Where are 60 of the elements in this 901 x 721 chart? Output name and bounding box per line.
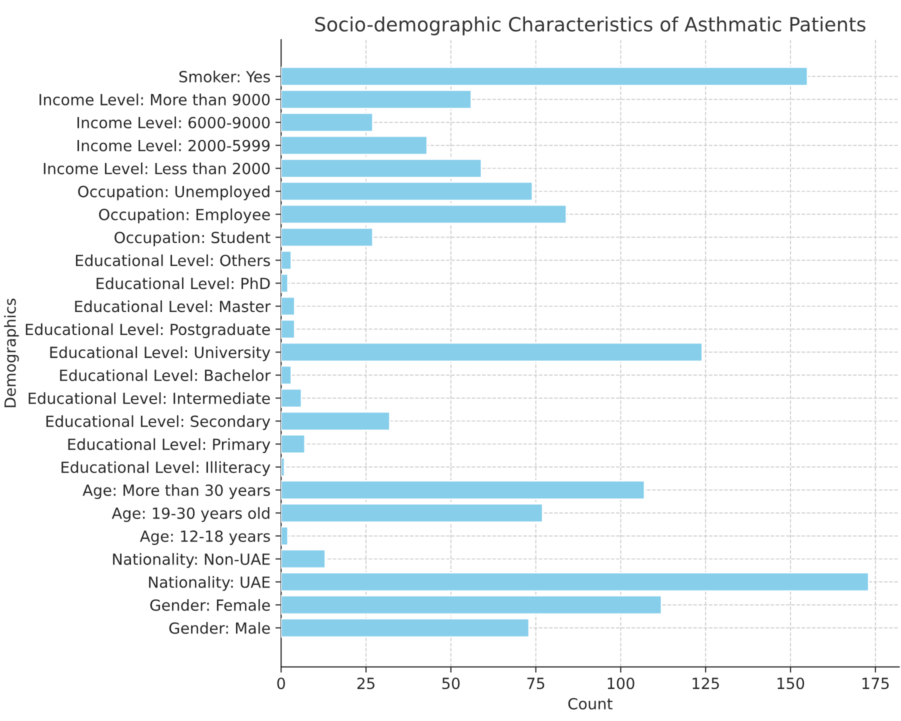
bar: [281, 296, 296, 316]
y-tick-label: Educational Level: Bachelor: [60, 369, 271, 382]
y-tick-label: Occupation: Unemployed: [78, 186, 270, 200]
y-tick-label: Smoker: Yes: [179, 70, 270, 82]
x-tick-label: 0: [277, 678, 285, 690]
bar: [281, 503, 544, 523]
x-tick-label: 150: [778, 678, 804, 690]
y-tick-label: Age: 19-30 years old: [112, 507, 270, 522]
bar: [281, 595, 662, 615]
bar: [281, 342, 703, 362]
y-tick-label: Educational Level: University: [50, 346, 270, 362]
y-tick-label: Occupation: Student: [114, 231, 270, 246]
x-axis-title: Count: [568, 698, 612, 710]
y-tick-label: Income Level: 6000-9000: [78, 116, 270, 128]
x-tick-label: 100: [608, 678, 634, 690]
y-tick-label: Educational Level: Postgraduate: [26, 323, 270, 338]
bar: [281, 480, 646, 500]
bar: [281, 388, 302, 408]
bar: [281, 66, 808, 86]
bar: [281, 319, 296, 340]
bar: [281, 526, 289, 546]
y-tick-label: Educational Level: Primary: [68, 438, 270, 454]
bar: [281, 411, 390, 431]
bar: [281, 158, 482, 178]
bar: [281, 135, 428, 156]
y-tick-label: Educational Level: Illiteracy: [62, 461, 270, 476]
y-axis-title: Demographics: [4, 298, 19, 408]
y-tick-label: Gender: Female: [150, 599, 270, 611]
y-tick-label: Age: More than 30 years: [82, 484, 270, 499]
y-tick-label: Nationality: UAE: [149, 576, 270, 591]
bar: [281, 250, 292, 270]
bar: [281, 204, 568, 224]
y-tick-label: Income Level: Less than 2000: [44, 162, 270, 174]
x-tick-label: 75: [527, 678, 544, 690]
y-tick-label: Educational Level: Others: [76, 254, 270, 266]
y-tick-label: Gender: Male: [169, 622, 270, 634]
x-tick-label: 25: [357, 678, 374, 690]
x-tick-label: 175: [862, 678, 889, 690]
y-tick-label: Educational Level: Master: [75, 300, 271, 312]
x-tick-label: 50: [442, 678, 460, 690]
x-tick-label: 125: [692, 678, 719, 690]
bar: [281, 365, 292, 386]
bar: [281, 227, 374, 248]
y-tick-label: Nationality: Non-UAE: [113, 553, 270, 568]
bar: [281, 181, 534, 202]
y-tick-label: Educational Level: PhD: [96, 277, 270, 290]
y-tick-label: Age: 12-18 years: [140, 530, 270, 545]
bar: [281, 549, 326, 569]
y-tick-label: Educational Level: Secondary: [46, 415, 270, 430]
y-tick-label: Income Level: More than 9000: [40, 94, 270, 106]
chart-title: Socio-demographic Characteristics of Asthmatic Patients: [315, 16, 866, 36]
y-tick-label: Educational Level: Intermediate: [28, 392, 270, 404]
bar: [281, 273, 289, 294]
bar: [281, 618, 530, 638]
bar: [281, 434, 306, 454]
bar: [281, 112, 374, 132]
bar: [281, 90, 472, 110]
bar: [281, 572, 870, 592]
y-tick-label: Occupation: Employee: [99, 208, 270, 224]
y-tick-label: Income Level: 2000-5999: [78, 140, 270, 152]
